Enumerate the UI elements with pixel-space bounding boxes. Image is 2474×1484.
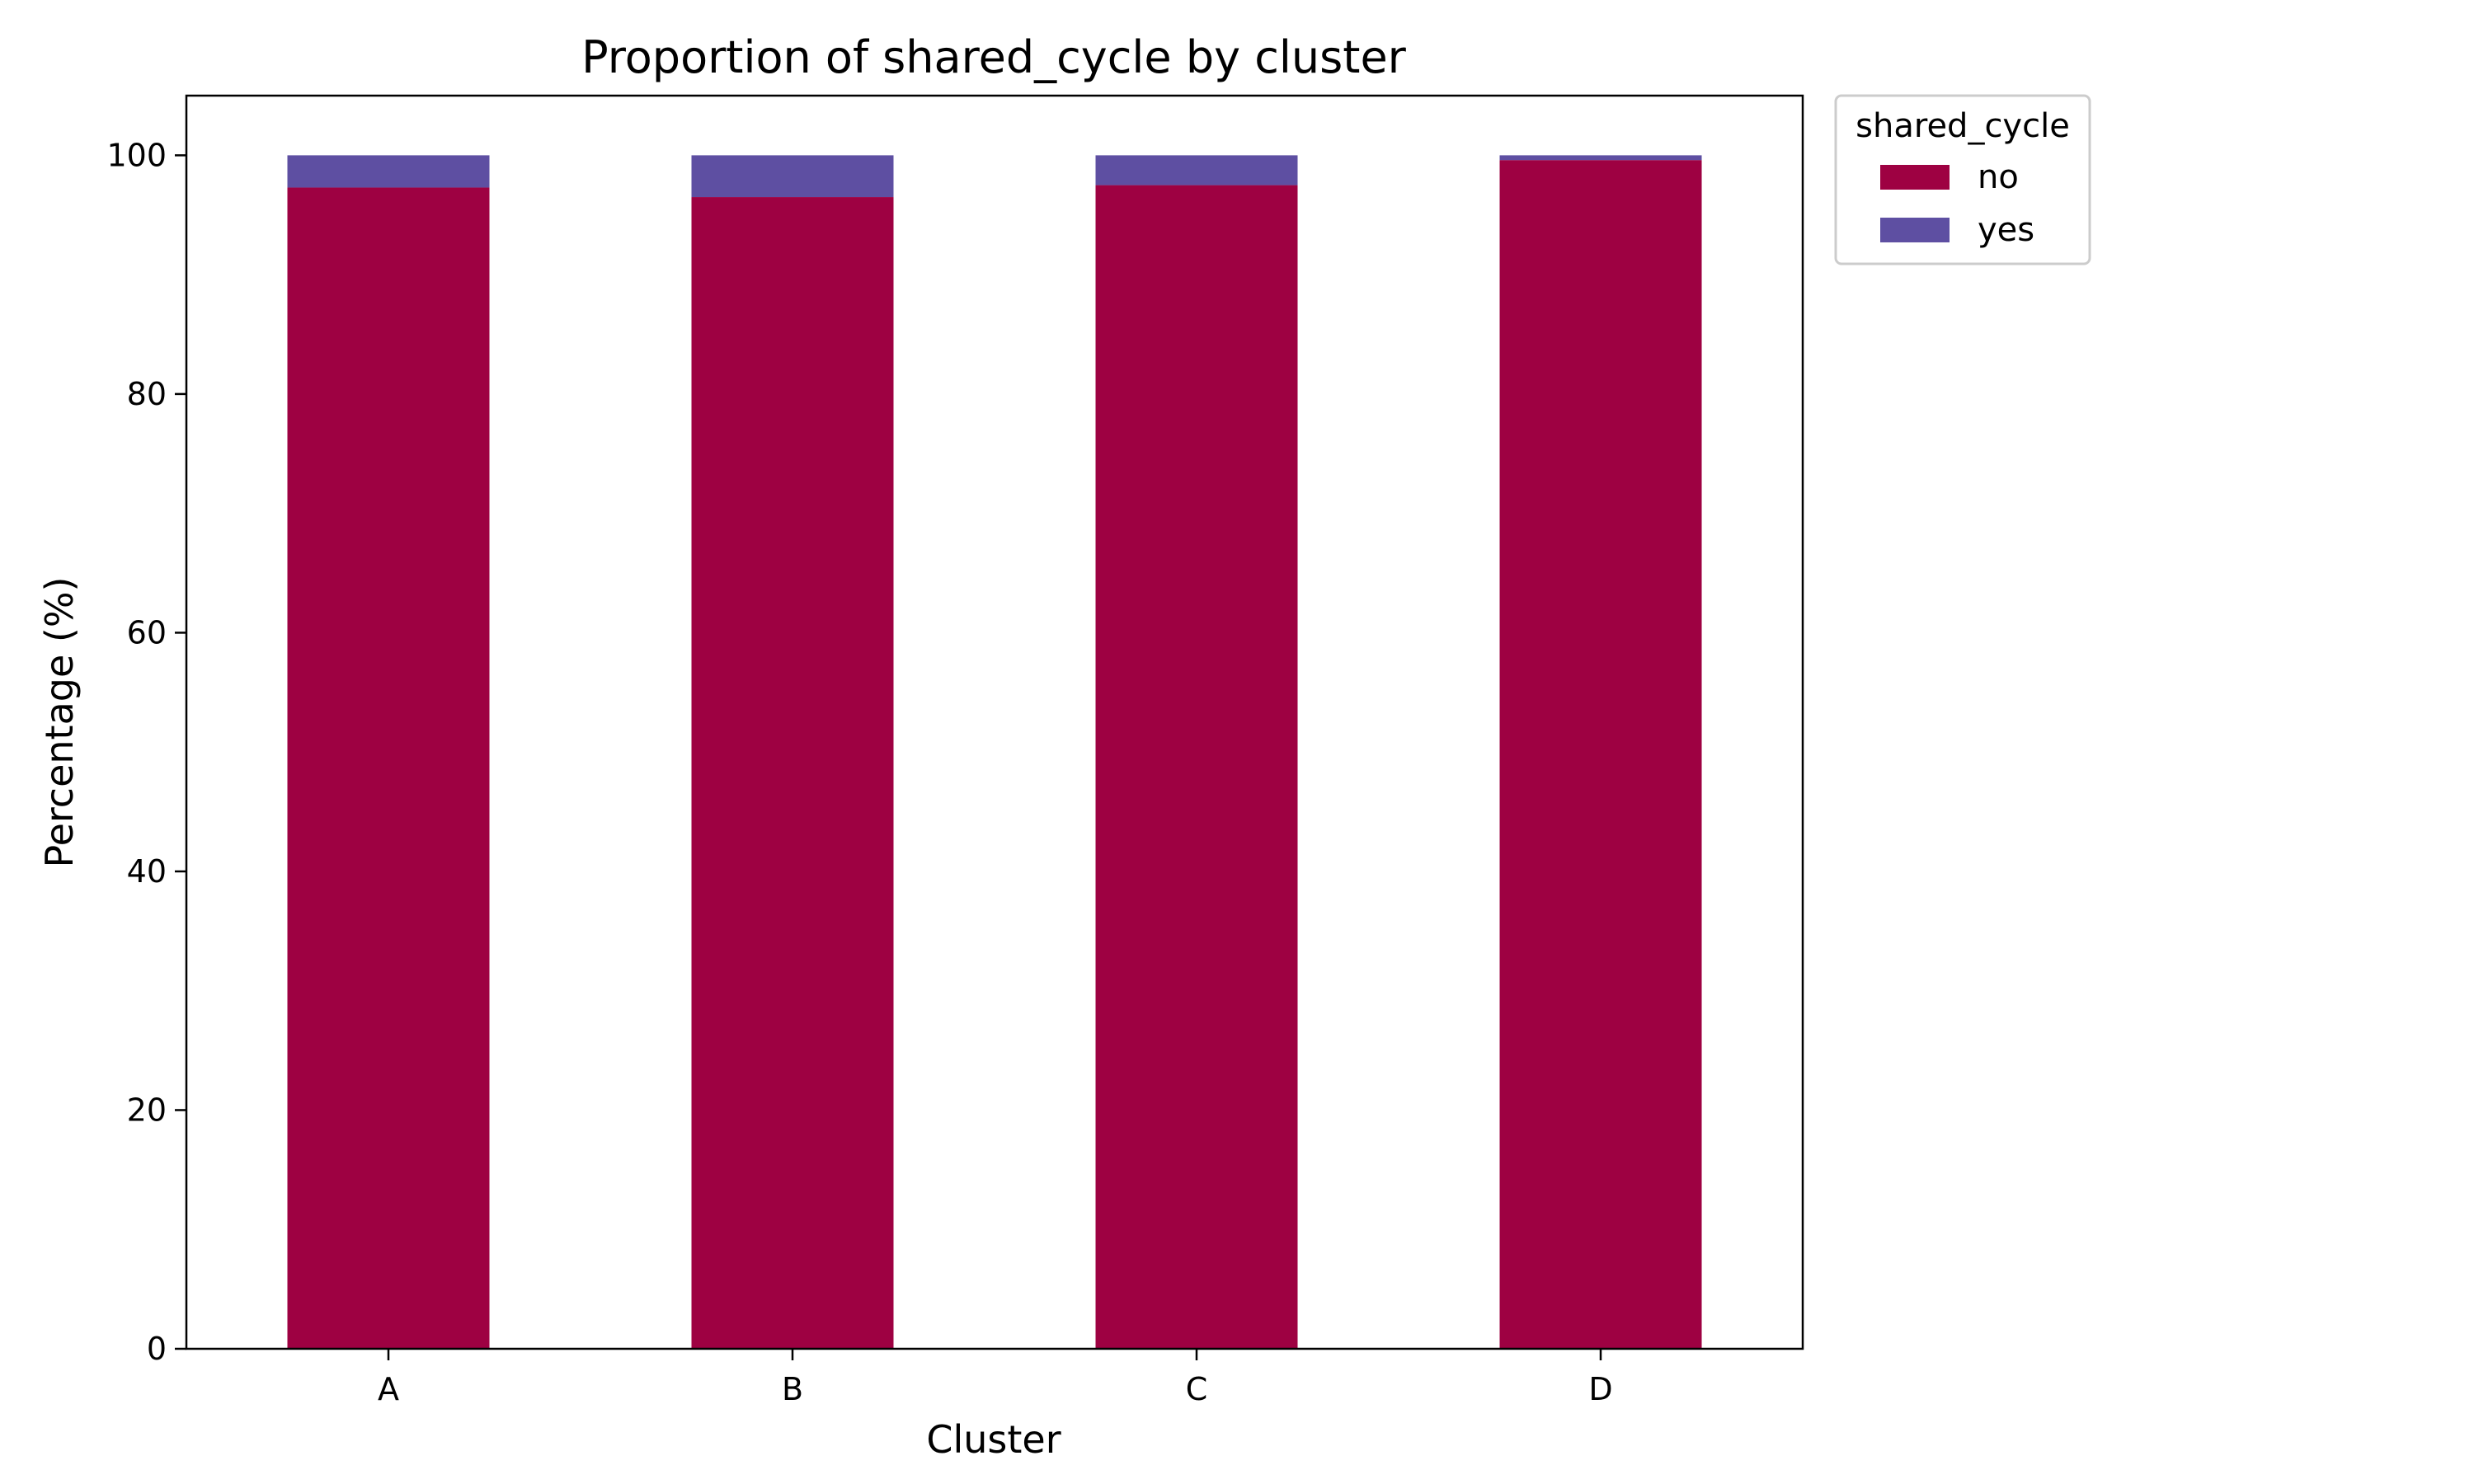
y-tick-label: 60 [127, 614, 167, 650]
x-tick-label: D [1588, 1371, 1612, 1407]
chart-title: Proportion of shared_cycle by cluster [581, 31, 1407, 83]
bar-A-yes [287, 155, 490, 188]
x-axis-label: Cluster [926, 1417, 1061, 1462]
y-axis: 0 20 40 60 80 100 [106, 137, 186, 1367]
y-tick-label: 20 [127, 1092, 167, 1128]
x-tick-label: C [1186, 1371, 1208, 1407]
bar-B-no [691, 197, 894, 1350]
legend-title: shared_cycle [1856, 107, 2070, 145]
legend-swatch-no [1880, 165, 1950, 190]
bar-D-no [1499, 160, 1702, 1350]
y-axis-label: Percentage (%) [37, 577, 82, 868]
bars-layer [287, 155, 1702, 1350]
legend-items: no yes [1880, 158, 2034, 249]
legend-label-no: no [1978, 158, 2019, 196]
x-tick-label: B [782, 1371, 803, 1407]
bar-A-no [287, 187, 490, 1349]
bar-D-yes [1499, 155, 1702, 161]
plot-frame [185, 94, 1804, 1350]
bar-C-no [1095, 185, 1298, 1350]
legend-label-yes: yes [1978, 211, 2034, 249]
y-tick-label: 80 [127, 376, 167, 412]
bar-B-yes [691, 155, 894, 198]
bar-C-yes [1095, 155, 1298, 186]
y-tick-label: 100 [106, 137, 167, 173]
legend-swatch-yes [1880, 218, 1950, 242]
y-tick-label: 0 [147, 1331, 167, 1367]
x-axis: A B C D [378, 1349, 1613, 1407]
y-tick-label: 40 [127, 853, 167, 890]
x-tick-label: A [378, 1371, 399, 1407]
legend: shared_cycle no yes [1834, 94, 2091, 265]
